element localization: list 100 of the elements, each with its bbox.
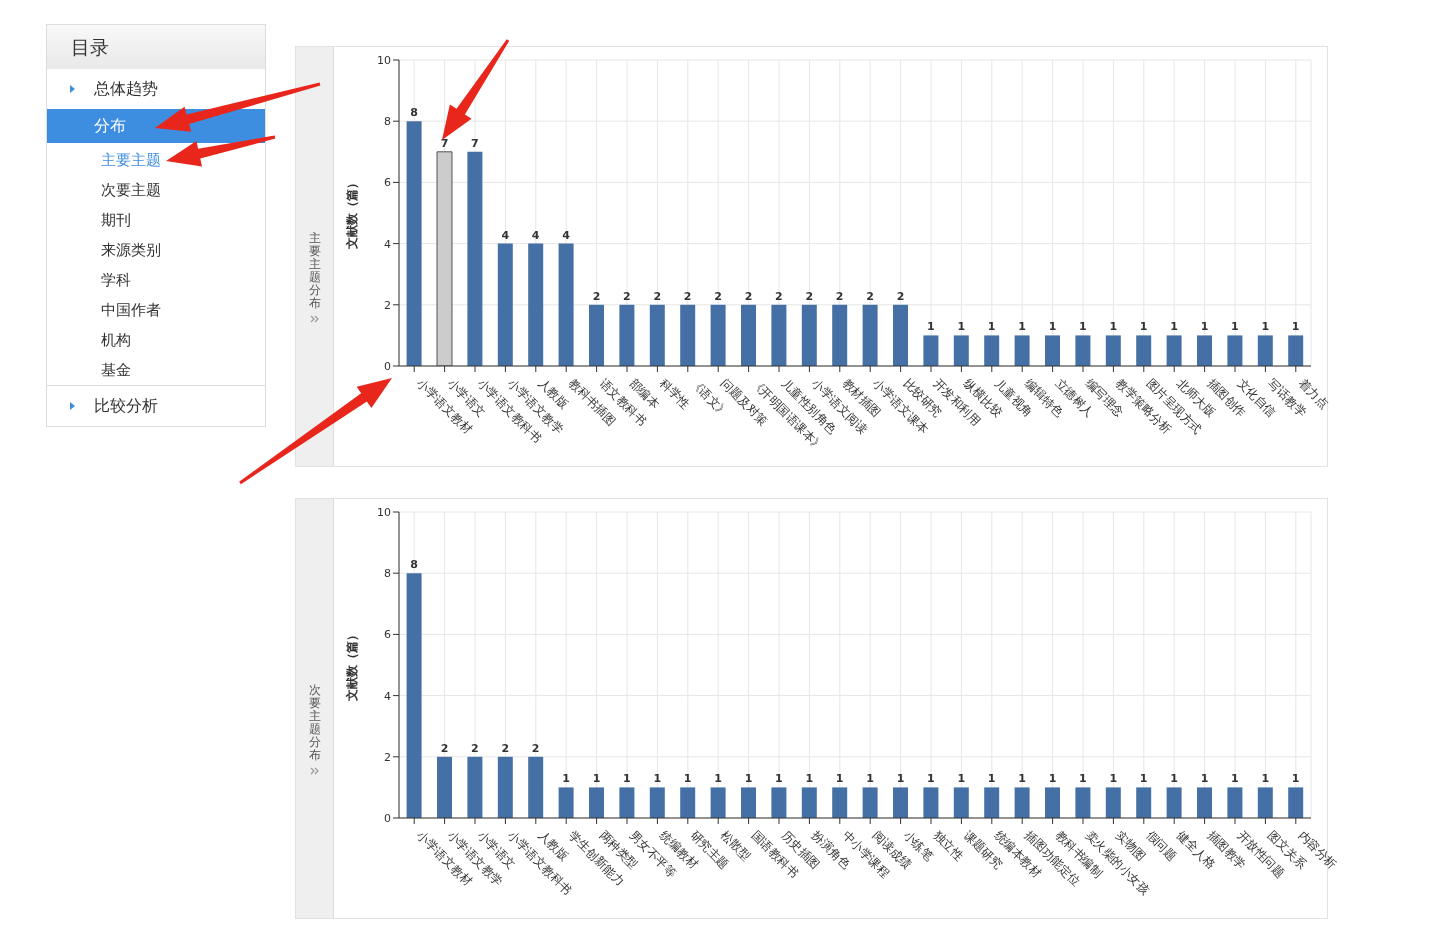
bar	[1197, 335, 1212, 366]
bar	[984, 335, 1000, 366]
bar	[801, 787, 817, 818]
bar	[1105, 335, 1121, 366]
bar	[893, 787, 908, 818]
bar	[680, 787, 696, 818]
data-label: 1	[592, 772, 601, 786]
data-label: 2	[653, 289, 662, 303]
y-tick-label: 6	[384, 176, 391, 190]
bar	[1197, 787, 1212, 818]
bar	[1136, 787, 1152, 818]
bar	[801, 304, 817, 366]
data-label: 1	[1170, 320, 1178, 334]
bar	[528, 243, 544, 366]
text: 机构	[100, 330, 132, 351]
bar	[1045, 787, 1060, 818]
bar	[497, 756, 513, 818]
data-label: 1	[866, 772, 874, 786]
data-label: 2	[440, 741, 449, 755]
bar	[406, 121, 422, 366]
bar	[649, 304, 665, 366]
data-label: 2	[623, 289, 631, 303]
bar	[741, 787, 756, 818]
bar	[953, 787, 969, 818]
y-tick-label: 8	[384, 115, 391, 129]
data-label: 1	[1139, 320, 1148, 334]
data-label: 8	[410, 558, 418, 572]
y-axis-title: 文献数（篇）	[345, 629, 360, 702]
bar	[1075, 787, 1091, 818]
bar	[467, 151, 483, 366]
data-label: 2	[531, 741, 540, 755]
data-label: 2	[775, 289, 783, 303]
bar	[923, 787, 939, 818]
data-label: 1	[957, 772, 966, 786]
data-label: 1	[1200, 772, 1209, 786]
data-label: 1	[1291, 320, 1300, 334]
text: 次要主题分布	[308, 683, 321, 762]
bar	[953, 335, 969, 366]
bar	[1166, 335, 1182, 366]
data-label: 1	[1231, 320, 1239, 334]
bar	[589, 787, 604, 818]
bar	[589, 304, 604, 366]
text: 主要主题分布	[308, 231, 321, 310]
bar	[1288, 335, 1304, 366]
bar	[710, 787, 726, 818]
bar	[558, 787, 574, 818]
data-label: 1	[927, 320, 935, 334]
text: 分布	[47, 109, 265, 143]
data-label: 1	[1048, 320, 1057, 334]
data-label: 7	[440, 136, 449, 150]
data-label: 1	[1291, 772, 1300, 786]
bar	[1014, 787, 1030, 818]
text: 学科	[100, 270, 132, 291]
data-label: 1	[805, 772, 814, 786]
y-tick-label: 8	[384, 567, 391, 581]
data-label: 2	[501, 741, 510, 755]
data-label: 1	[1018, 320, 1026, 334]
data-label: 4	[501, 228, 510, 242]
bar	[528, 756, 544, 818]
bar	[832, 787, 848, 818]
y-axis-title: 文献数（篇）	[345, 177, 360, 250]
data-label: 4	[562, 228, 571, 242]
data-label: 1	[927, 772, 935, 786]
data-label: 8	[410, 106, 418, 120]
text: 期刊	[100, 210, 132, 231]
y-tick-label: 2	[384, 298, 391, 312]
y-tick-label: 0	[384, 359, 391, 373]
data-label: 1	[1079, 320, 1087, 334]
data-label: 1	[683, 772, 692, 786]
bar	[741, 304, 756, 366]
text: 目录	[47, 25, 265, 69]
bar	[437, 756, 452, 818]
data-label: 1	[1109, 320, 1118, 334]
y-tick-label: 2	[384, 750, 391, 764]
data-label: 1	[775, 772, 783, 786]
bar	[1105, 787, 1121, 818]
bar	[558, 243, 574, 366]
bar	[406, 573, 422, 818]
bar	[649, 787, 665, 818]
y-tick-label: 0	[384, 811, 391, 825]
data-label: 2	[835, 289, 844, 303]
bar	[497, 243, 513, 366]
data-label: 1	[957, 320, 966, 334]
x-tick-label: 科学性	[657, 376, 693, 412]
data-label: 1	[1139, 772, 1148, 786]
bar	[1257, 335, 1273, 366]
data-label: 1	[987, 772, 996, 786]
data-label: 1	[623, 772, 631, 786]
data-label: 1	[1170, 772, 1178, 786]
bar	[1288, 787, 1304, 818]
data-label: 2	[471, 741, 479, 755]
bar	[862, 304, 878, 366]
data-label: 1	[714, 772, 722, 786]
bar	[832, 304, 848, 366]
bar	[619, 787, 635, 818]
bar	[467, 756, 483, 818]
text: 总体趋势	[47, 69, 265, 109]
data-label: 1	[1018, 772, 1026, 786]
data-label: 1	[1261, 772, 1270, 786]
data-label: 1	[1048, 772, 1057, 786]
